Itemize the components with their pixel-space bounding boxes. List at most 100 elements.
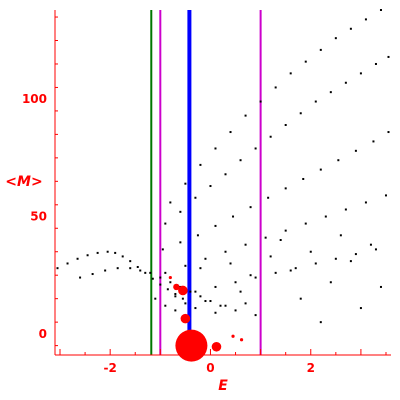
point-0-118 (279, 239, 282, 241)
point-0-13 (166, 288, 169, 291)
x-tick-label--2: -2 (103, 361, 116, 375)
point-0-87 (174, 295, 177, 298)
point-0-61 (161, 248, 164, 251)
point-0-53 (284, 124, 287, 126)
point-0-46 (179, 210, 182, 213)
point-0-119 (299, 297, 302, 300)
point-0-17 (91, 273, 94, 276)
x-axis-title: E (218, 378, 228, 394)
point-0-48 (209, 185, 212, 188)
point-0-38 (289, 72, 292, 75)
point-0-109 (229, 262, 232, 265)
point-0-123 (319, 321, 322, 324)
point-0-35 (244, 114, 247, 117)
point-0-44 (379, 9, 382, 11)
point-0-42 (349, 27, 352, 30)
point-0-16 (79, 276, 82, 279)
point-0-63 (196, 234, 199, 237)
point-0-107 (244, 302, 247, 305)
point-0-37 (274, 86, 277, 89)
point-0-31 (184, 182, 187, 185)
point-0-120 (339, 234, 342, 237)
point-0-55 (314, 100, 317, 103)
point-0-8 (129, 260, 132, 263)
point-0-77 (204, 257, 207, 260)
point-0-7 (121, 255, 124, 258)
point-0-32 (199, 163, 202, 166)
point-0-98 (154, 297, 157, 300)
point-0-59 (374, 62, 377, 65)
point-0-57 (344, 81, 347, 84)
point-0-90 (234, 281, 237, 284)
point-0-116 (369, 243, 372, 246)
point-0-36 (259, 100, 262, 103)
point-0-60 (387, 55, 390, 58)
point-0-103 (204, 300, 207, 303)
y-tick-label-100: 100 (22, 92, 47, 106)
point-0-117 (239, 290, 242, 293)
point-0-23 (159, 276, 162, 279)
point-0-72 (354, 149, 357, 152)
point-0-15 (181, 297, 184, 300)
point-1-7 (239, 338, 244, 342)
point-0-39 (304, 60, 307, 63)
point-0-18 (104, 269, 107, 272)
point-0-73 (372, 140, 375, 143)
point-1-1 (180, 313, 191, 324)
point-0-113 (309, 250, 312, 253)
point-0-56 (329, 91, 332, 94)
point-0-50 (239, 159, 242, 162)
point-0-43 (364, 18, 367, 21)
point-0-93 (294, 267, 297, 270)
point-0-2 (76, 257, 79, 260)
y-axis-title: <M> (5, 174, 42, 190)
point-0-10 (144, 271, 147, 274)
point-0-80 (264, 236, 267, 239)
point-0-91 (254, 276, 257, 279)
point-0-1 (66, 262, 69, 265)
point-0-6 (114, 251, 117, 254)
point-0-68 (284, 187, 287, 190)
x-tick-label-0: 0 (206, 361, 214, 375)
point-0-54 (299, 112, 302, 115)
point-0-85 (364, 201, 367, 204)
point-0-27 (199, 295, 202, 298)
point-0-28 (209, 300, 212, 303)
point-0-51 (254, 147, 257, 150)
point-0-86 (384, 194, 387, 197)
point-0-14 (174, 292, 177, 295)
point-0-24 (169, 281, 172, 284)
point-0-34 (229, 131, 232, 134)
point-0-83 (324, 215, 327, 218)
point-0-21 (139, 269, 142, 272)
point-0-99 (164, 304, 167, 307)
point-0-19 (116, 267, 119, 270)
point-0-45 (164, 222, 167, 225)
point-0-97 (374, 248, 377, 251)
point-0-101 (184, 302, 187, 305)
point-0-121 (379, 285, 382, 288)
point-0-122 (254, 314, 257, 317)
x-tick-label-2: 2 (307, 361, 315, 375)
point-0-96 (354, 253, 357, 256)
point-0-52 (269, 135, 272, 138)
point-0-30 (169, 201, 172, 204)
point-0-124 (359, 307, 362, 310)
point-0-26 (189, 290, 192, 293)
point-0-66 (249, 206, 252, 209)
point-0-65 (232, 215, 235, 218)
point-0-12 (159, 283, 162, 286)
point-0-22 (149, 271, 152, 274)
point-0-106 (234, 309, 237, 312)
y-tick-label-50: 50 (30, 210, 47, 224)
point-0-79 (244, 243, 247, 246)
plot-area (55, 10, 391, 355)
point-0-84 (344, 208, 347, 211)
point-0-100 (174, 309, 177, 312)
point-0-104 (214, 311, 217, 314)
point-0-3 (86, 254, 89, 257)
point-0-110 (249, 274, 252, 277)
point-1-5 (168, 275, 172, 280)
point-0-114 (329, 281, 332, 284)
point-0-0 (56, 267, 59, 270)
